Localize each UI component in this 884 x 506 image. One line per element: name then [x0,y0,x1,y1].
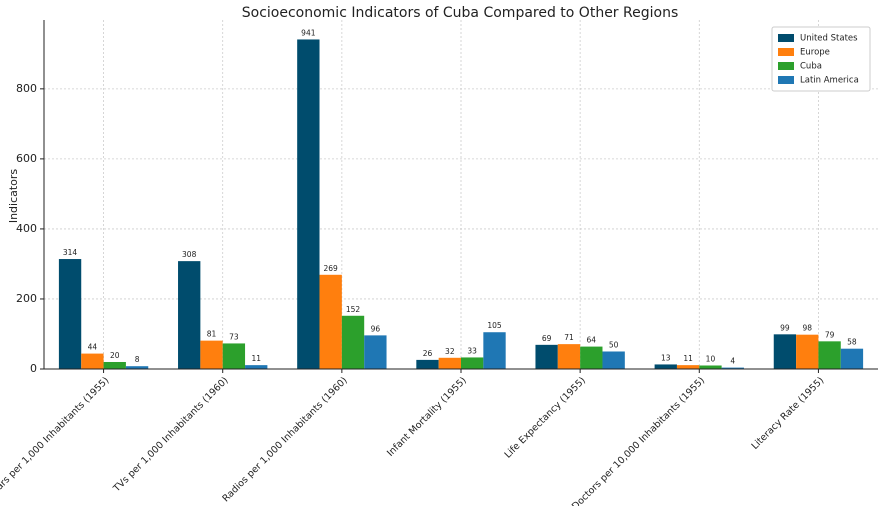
bar [58,259,82,369]
y-tick-label: 400 [16,222,37,235]
legend-swatch [778,48,794,56]
value-label: 44 [88,343,98,352]
value-label: 314 [63,248,78,257]
value-label: 64 [587,336,597,345]
y-axis-label: Indicators [7,169,20,224]
legend-swatch [778,34,794,42]
value-label: 26 [423,349,433,358]
bar [796,334,819,369]
x-tick-label: Cars per 1,000 Inhabitants (1955) [0,375,111,497]
bar [416,359,439,369]
x-tick-label: Radios per 1,000 Inhabitants (1960) [220,375,349,504]
bar [840,348,864,369]
value-label: 32 [445,347,455,356]
legend-label: Europe [800,48,830,58]
value-label: 13 [661,353,671,362]
legend-label: United States [800,34,858,44]
bar [81,353,104,369]
bar [297,39,320,370]
value-label: 73 [229,332,239,341]
legend-label: Cuba [800,62,822,72]
value-label: 269 [324,264,339,273]
bar [535,344,558,369]
value-label: 98 [802,324,812,333]
bar [557,344,581,369]
chart-title: Socioeconomic Indicators of Cuba Compare… [242,5,678,21]
bar [721,367,744,369]
bar [438,357,461,369]
value-label: 10 [706,354,716,363]
value-label: 71 [564,333,574,342]
bar [461,357,484,369]
value-label: 96 [371,324,381,333]
value-label: 4 [730,357,735,366]
bar [699,365,722,369]
bar [245,365,268,369]
y-tick-label: 0 [30,362,37,375]
bar [676,365,700,369]
value-label: 33 [467,346,477,355]
bar [580,346,603,369]
bar [103,361,126,369]
x-tick-label: Doctors per 10,000 Inhabitants (1955) [570,375,707,506]
value-label: 81 [207,330,217,339]
value-label: 8 [135,355,140,364]
value-label: 99 [780,323,790,332]
value-label: 105 [487,321,502,330]
x-tick-label: Infant Mortality (1955) [385,375,469,459]
legend-label: Latin America [800,76,859,86]
value-label: 58 [847,338,857,347]
x-tick-label: TVs per 1,000 Inhabitants (1960) [111,375,231,495]
legend-swatch [778,76,794,84]
value-label: 11 [251,354,261,363]
y-tick-label: 600 [16,152,37,165]
value-label: 941 [301,28,316,37]
legend-box [771,26,871,92]
value-label: 11 [683,354,693,363]
bar [222,343,246,369]
x-tick-label: Literacy Rate (1955) [750,375,827,452]
value-label: 50 [609,340,619,349]
y-tick-label: 200 [16,292,37,305]
x-tick-label: Life Expectancy (1955) [503,375,588,460]
bar [364,335,387,369]
bar [319,274,342,369]
value-label: 20 [110,351,120,360]
value-label: 79 [825,330,835,339]
value-label: 308 [182,250,197,259]
bar [773,334,797,369]
legend-swatch [778,62,794,70]
bar [483,332,506,369]
y-tick-label: 800 [16,82,37,95]
bar [602,351,625,369]
bar [818,341,841,369]
bar [200,340,223,369]
bar [654,364,677,369]
bar [341,315,365,369]
bar [125,366,149,369]
bar [178,261,201,369]
value-label: 69 [542,334,552,343]
value-label: 152 [346,305,361,314]
